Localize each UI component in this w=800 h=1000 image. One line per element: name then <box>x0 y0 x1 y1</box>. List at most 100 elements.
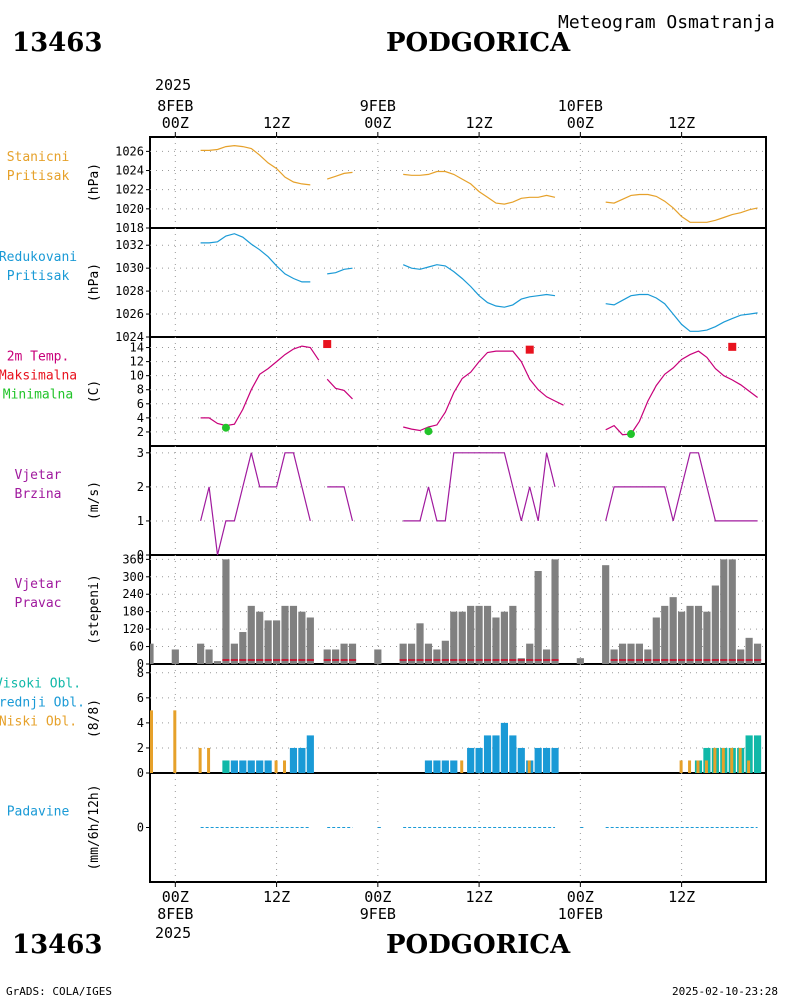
low-cloud-bar <box>173 710 177 773</box>
mid-cloud-bar <box>264 760 272 773</box>
time-tick-label-bottom: 00Z <box>567 888 594 906</box>
wind-direction-bar <box>298 611 306 664</box>
wind-direction-bar <box>711 585 719 664</box>
credit-text: GrADS: COLA/IGES <box>6 985 112 998</box>
wind-direction-bar <box>627 643 635 664</box>
mid-cloud-bar <box>500 722 508 773</box>
low-cloud-bar <box>150 710 153 773</box>
panel-frame <box>149 445 767 556</box>
wind-direction-bar <box>197 643 205 664</box>
wind-direction-bar <box>517 658 525 664</box>
low-cloud-bar <box>527 760 531 773</box>
temperature-line <box>326 378 353 400</box>
max-temp-marker <box>728 342 737 351</box>
low-cloud-bar <box>696 760 700 773</box>
wind-direction-bar <box>306 617 314 664</box>
low-cloud-bar <box>679 760 683 773</box>
temperature-line <box>605 350 758 436</box>
panel-label: Maksimalna <box>0 369 77 384</box>
wind-direction-bar <box>264 620 272 664</box>
wind-direction-bar <box>694 605 703 664</box>
time-tick-label-top: 12Z <box>263 114 290 132</box>
wind-direction-bar <box>171 649 179 664</box>
min-temp-marker <box>626 430 635 439</box>
y-tick-label: 0 <box>137 821 144 835</box>
panel-label: Pravac <box>15 596 62 611</box>
panel-frame <box>149 663 767 774</box>
max-temp-marker <box>525 345 534 354</box>
wind-speed-line <box>200 452 311 556</box>
station-name-top: PODGORICA <box>386 28 571 58</box>
wind-direction-bar <box>551 559 559 664</box>
mid-cloud-bar <box>492 735 500 773</box>
low-cloud-bar <box>688 760 692 773</box>
y-unit-label: (hPa) <box>87 263 102 302</box>
mid-cloud-bar <box>543 747 551 773</box>
wind-direction-bar <box>374 649 382 664</box>
wind-direction-bar <box>416 623 424 664</box>
max-temp-marker <box>323 340 332 349</box>
wind-direction-bar <box>669 597 677 664</box>
mid-cloud-bar <box>298 747 306 773</box>
wind-direction-bar <box>543 649 551 664</box>
station-pressure-line <box>200 144 311 186</box>
mid-cloud-bar <box>517 747 525 773</box>
y-unit-label: (stepeni) <box>87 574 102 644</box>
wind-direction-bar <box>745 637 753 664</box>
wind-speed-line <box>403 452 556 522</box>
mid-cloud-bar <box>450 760 458 773</box>
wind-direction-bar <box>483 605 492 664</box>
wind-direction-bar <box>753 643 762 664</box>
y-tick-label: 60 <box>130 640 144 654</box>
low-cloud-bar <box>738 747 742 773</box>
mid-cloud-bar <box>433 760 441 773</box>
time-tick-label-bottom: 12Z <box>263 888 290 906</box>
timestamp-text: 2025-02-10-23:28 <box>672 985 778 998</box>
y-unit-label: (8/8) <box>87 699 102 738</box>
wind-direction-bar <box>272 620 281 664</box>
wind-direction-bar <box>678 611 686 664</box>
y-tick-label: 0 <box>137 548 144 562</box>
date-label-top: 9FEB <box>360 97 396 115</box>
mid-cloud-bar <box>475 747 483 773</box>
panel-label: Stanicni <box>7 150 70 165</box>
y-tick-label: 360 <box>122 552 144 566</box>
wind-direction-bar <box>475 605 483 664</box>
wind-direction-bar <box>281 605 289 664</box>
wind-direction-bar <box>686 605 694 664</box>
reduced-pressure-line <box>200 233 311 283</box>
mid-cloud-bar <box>467 747 475 773</box>
panel-label: Vjetar <box>15 577 62 592</box>
y-tick-label: 6 <box>137 691 144 705</box>
panel-label: Redukovani <box>0 250 77 265</box>
low-cloud-bar <box>198 747 202 773</box>
wind-direction-bar <box>408 643 416 664</box>
wind-direction-bar <box>703 611 711 664</box>
wind-direction-bar <box>652 617 660 664</box>
wind-direction-bar <box>332 649 340 664</box>
mid-cloud-bar <box>441 760 449 773</box>
y-tick-label: 2 <box>137 480 144 494</box>
wind-speed-line <box>327 486 354 522</box>
station-name-bottom: PODGORICA <box>386 930 571 960</box>
date-label-top: 10FEB <box>558 97 603 115</box>
y-tick-label: 8 <box>137 383 144 397</box>
low-cloud-bar <box>713 747 717 773</box>
panel-reduced-pressure <box>146 227 767 338</box>
product-title: Meteogram Osmatranja <box>558 12 775 33</box>
mid-cloud-bar <box>247 760 255 773</box>
panel-label: Pritisak <box>7 169 70 184</box>
wind-direction-bar <box>602 565 610 664</box>
y-tick-label: 3 <box>137 446 144 460</box>
station-pressure-line <box>403 170 556 205</box>
wind-direction-bar <box>399 643 407 664</box>
wind-direction-bar <box>467 605 475 664</box>
time-tick-label-top: 00Z <box>364 114 391 132</box>
mid-cloud-bar <box>289 747 298 773</box>
y-tick-label: 1024 <box>115 164 144 178</box>
wind-direction-bar <box>526 643 534 664</box>
y-tick-label: 0 <box>137 766 144 780</box>
wind-direction-bar <box>450 611 458 664</box>
wind-direction-bar <box>150 643 154 664</box>
